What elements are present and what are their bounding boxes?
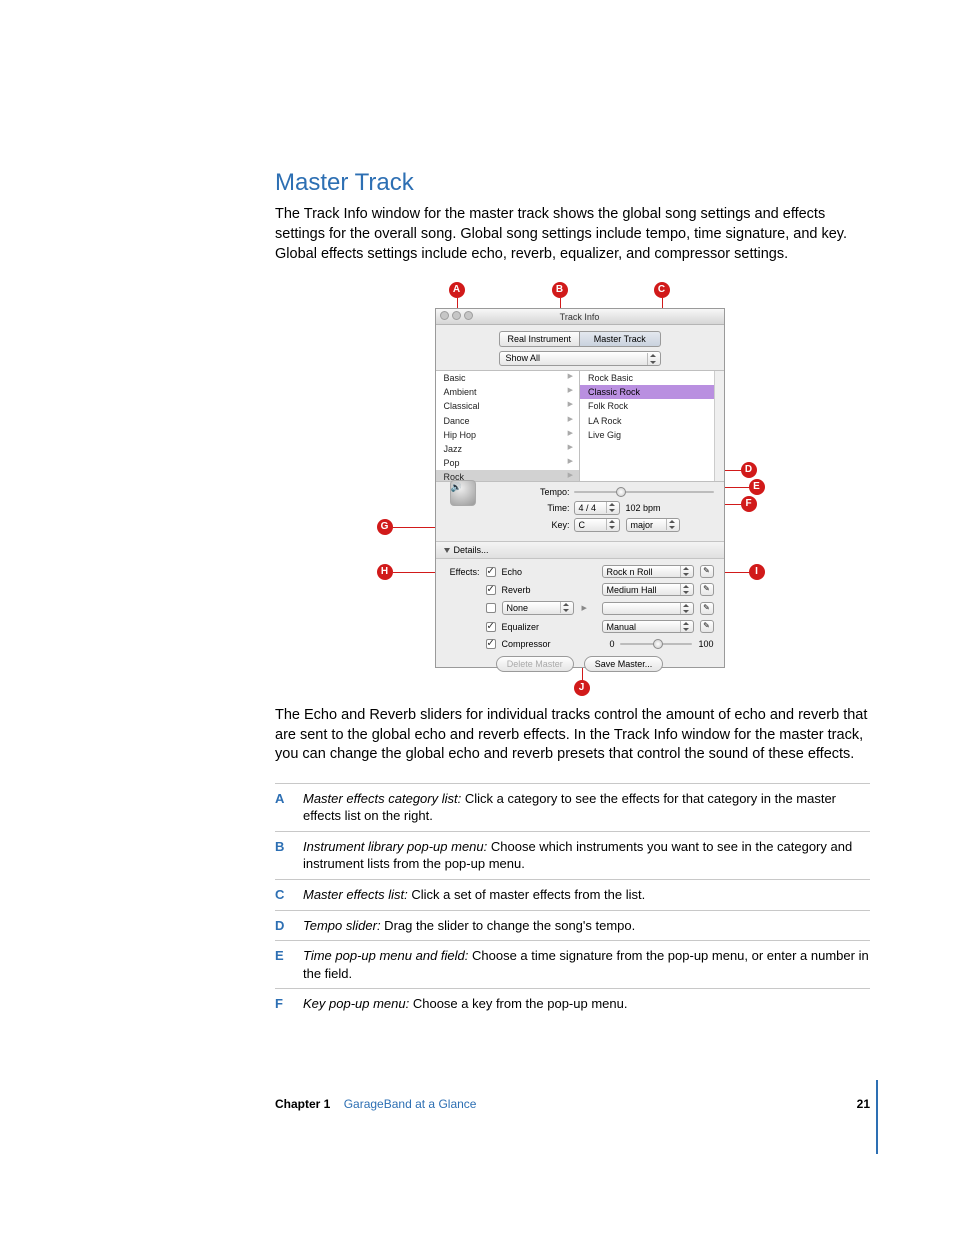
speaker-icon: 🔊: [450, 480, 476, 506]
tempo-slider[interactable]: [574, 486, 714, 498]
key-mode-popup[interactable]: major: [626, 518, 680, 532]
callout-a: A: [449, 282, 465, 298]
category-list[interactable]: Basic▶Ambient▶Classical▶Dance▶Hip Hop▶Ja…: [436, 371, 581, 481]
reverb-preset-popup[interactable]: Medium Hall: [602, 583, 694, 596]
legend-row: BInstrument library pop-up menu: Choose …: [275, 831, 870, 879]
chapter-label: Chapter 1: [275, 1097, 330, 1111]
library-popup[interactable]: Show All: [499, 351, 661, 366]
compressor-min: 0: [609, 638, 614, 650]
legend-letter: D: [275, 917, 303, 935]
chevron-right-icon: ▶: [582, 604, 587, 613]
legend-row: AMaster effects category list: Click a c…: [275, 783, 870, 831]
window-title: Track Info: [560, 312, 600, 322]
preset-row[interactable]: Folk Rock: [580, 399, 724, 413]
category-row[interactable]: Jazz▶: [436, 442, 580, 456]
preset-row[interactable]: Live Gig: [580, 428, 724, 442]
chevron-down-icon: [444, 548, 450, 553]
effect-slot-popup[interactable]: None: [502, 601, 574, 615]
time-signature-popup[interactable]: 4 / 4: [574, 501, 620, 515]
track-info-window: Track Info Real Instrument Master Track …: [435, 308, 725, 668]
compressor-max: 100: [698, 638, 713, 650]
preset-row[interactable]: Rock Basic: [580, 371, 724, 385]
edit-icon[interactable]: ✎: [700, 583, 714, 596]
equalizer-preset-popup[interactable]: Manual: [602, 620, 694, 633]
category-row[interactable]: Hip Hop▶: [436, 428, 580, 442]
legend-letter: B: [275, 838, 303, 873]
legend-letter: E: [275, 947, 303, 982]
intro-paragraph: The Track Info window for the master tra…: [275, 205, 870, 264]
preset-list[interactable]: Rock BasicClassic RockFolk RockLA RockLi…: [580, 371, 724, 481]
callout-b: B: [552, 282, 568, 298]
minimize-icon[interactable]: [452, 311, 461, 320]
legend-letter: F: [275, 995, 303, 1013]
callout-f: F: [741, 496, 757, 512]
category-row[interactable]: Ambient▶: [436, 385, 580, 399]
echo-name: Echo: [502, 566, 566, 578]
tab-master-track[interactable]: Master Track: [579, 331, 661, 347]
category-row[interactable]: Basic▶: [436, 371, 580, 385]
close-icon[interactable]: [440, 311, 449, 320]
track-type-tabs: Real Instrument Master Track: [499, 331, 661, 347]
reverb-name: Reverb: [502, 584, 566, 596]
page-number: 21: [857, 1096, 870, 1112]
callout-g: G: [377, 519, 393, 535]
compressor-slider[interactable]: [620, 638, 692, 650]
preset-row[interactable]: LA Rock: [580, 414, 724, 428]
tab-real-instrument[interactable]: Real Instrument: [499, 331, 580, 347]
legend-text: Instrument library pop-up menu: Choose w…: [303, 838, 870, 873]
legend-row: DTempo slider: Drag the slider to change…: [275, 910, 870, 941]
legend-row: ETime pop-up menu and field: Choose a ti…: [275, 940, 870, 988]
edit-icon[interactable]: ✎: [700, 620, 714, 633]
legend-text: Time pop-up menu and field: Choose a tim…: [303, 947, 870, 982]
preset-row[interactable]: Classic Rock: [580, 385, 724, 399]
echo-preset-popup[interactable]: Rock n Roll: [602, 565, 694, 578]
section-title: Master Track: [275, 167, 870, 199]
page-edge-rule: [876, 1080, 878, 1154]
callout-i: I: [749, 564, 765, 580]
legend-table: AMaster effects category list: Click a c…: [275, 783, 870, 1019]
screenshot-figure: A B C D E F G H I J Track Info Real Inst…: [387, 282, 759, 682]
details-disclosure[interactable]: Details...: [436, 541, 724, 559]
equalizer-checkbox[interactable]: [486, 622, 496, 632]
equalizer-name: Equalizer: [502, 621, 566, 633]
zoom-icon[interactable]: [464, 311, 473, 320]
key-popup[interactable]: C: [574, 518, 620, 532]
delete-master-button[interactable]: Delete Master: [496, 656, 574, 672]
category-row[interactable]: Classical▶: [436, 399, 580, 413]
legend-text: Master effects category list: Click a ca…: [303, 790, 870, 825]
legend-row: FKey pop-up menu: Choose a key from the …: [275, 988, 870, 1019]
effects-label: Effects:: [446, 566, 480, 578]
key-label: Key:: [446, 519, 574, 531]
tempo-value: 102 bpm: [626, 502, 661, 514]
reverb-checkbox[interactable]: [486, 585, 496, 595]
legend-text: Key pop-up menu: Choose a key from the p…: [303, 995, 870, 1013]
echo-checkbox[interactable]: [486, 567, 496, 577]
window-titlebar: Track Info: [436, 309, 724, 325]
paragraph-2: The Echo and Reverb sliders for individu…: [275, 706, 870, 765]
legend-text: Tempo slider: Drag the slider to change …: [303, 917, 870, 935]
edit-icon[interactable]: ✎: [700, 602, 714, 615]
callout-h: H: [377, 564, 393, 580]
chapter-name: GarageBand at a Glance: [344, 1097, 477, 1111]
save-master-button[interactable]: Save Master...: [584, 656, 664, 672]
slot-checkbox[interactable]: [486, 603, 496, 613]
legend-letter: C: [275, 886, 303, 904]
callout-c: C: [654, 282, 670, 298]
legend-text: Master effects list: Click a set of mast…: [303, 886, 870, 904]
page-footer: Chapter 1 GarageBand at a Glance 21: [275, 1096, 870, 1112]
callout-e: E: [749, 479, 765, 495]
compressor-checkbox[interactable]: [486, 639, 496, 649]
slot-preset-popup[interactable]: [602, 602, 694, 615]
edit-icon[interactable]: ✎: [700, 565, 714, 578]
category-row[interactable]: Dance▶: [436, 414, 580, 428]
legend-letter: A: [275, 790, 303, 825]
legend-row: CMaster effects list: Click a set of mas…: [275, 879, 870, 910]
category-row[interactable]: Pop▶: [436, 456, 580, 470]
callout-j: J: [574, 680, 590, 696]
compressor-name: Compressor: [502, 638, 566, 650]
callout-d: D: [741, 462, 757, 478]
